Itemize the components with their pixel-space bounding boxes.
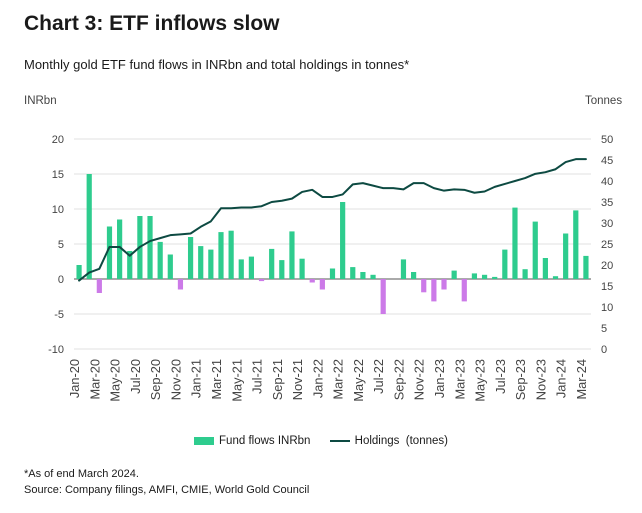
svg-text:15: 15 xyxy=(52,169,64,181)
svg-text:0: 0 xyxy=(601,344,607,356)
svg-text:May-23: May-23 xyxy=(473,359,488,402)
svg-text:May-21: May-21 xyxy=(229,359,244,402)
svg-text:May-20: May-20 xyxy=(108,359,123,402)
svg-text:Nov-23: Nov-23 xyxy=(533,359,548,400)
svg-text:Jul-22: Jul-22 xyxy=(371,359,386,394)
svg-text:-5: -5 xyxy=(54,309,64,321)
svg-text:Nov-20: Nov-20 xyxy=(168,359,183,400)
svg-text:45: 45 xyxy=(601,155,613,167)
svg-text:Nov-21: Nov-21 xyxy=(290,359,305,400)
svg-text:-10: -10 xyxy=(48,344,64,356)
svg-text:10: 10 xyxy=(52,204,64,216)
svg-text:Mar-23: Mar-23 xyxy=(452,359,467,400)
svg-text:Jan-23: Jan-23 xyxy=(432,359,447,398)
svg-text:Jan-20: Jan-20 xyxy=(67,359,82,398)
svg-text:35: 35 xyxy=(601,197,613,209)
svg-text:Mar-22: Mar-22 xyxy=(331,359,346,400)
svg-text:5: 5 xyxy=(601,323,607,335)
svg-text:Mar-20: Mar-20 xyxy=(87,359,102,400)
svg-text:10: 10 xyxy=(601,302,613,314)
svg-text:Sep-22: Sep-22 xyxy=(391,359,406,400)
svg-text:Sep-23: Sep-23 xyxy=(513,359,528,400)
svg-text:May-22: May-22 xyxy=(351,359,366,402)
svg-text:5: 5 xyxy=(58,239,64,251)
svg-text:50: 50 xyxy=(601,134,613,146)
svg-text:Sep-21: Sep-21 xyxy=(270,359,285,400)
svg-text:Jul-21: Jul-21 xyxy=(250,359,265,394)
svg-text:Mar-24: Mar-24 xyxy=(574,359,589,400)
svg-text:20: 20 xyxy=(52,134,64,146)
svg-text:40: 40 xyxy=(601,176,613,188)
svg-text:Jul-23: Jul-23 xyxy=(493,359,508,394)
svg-text:Jan-24: Jan-24 xyxy=(554,359,569,398)
svg-text:25: 25 xyxy=(601,239,613,251)
svg-text:Mar-21: Mar-21 xyxy=(209,359,224,400)
svg-text:30: 30 xyxy=(601,218,613,230)
svg-text:Jan-22: Jan-22 xyxy=(310,359,325,398)
svg-text:Jan-21: Jan-21 xyxy=(189,359,204,398)
svg-text:Nov-22: Nov-22 xyxy=(412,359,427,400)
svg-text:Sep-20: Sep-20 xyxy=(148,359,163,400)
svg-text:20: 20 xyxy=(601,260,613,272)
svg-text:0: 0 xyxy=(58,274,64,286)
svg-text:Jul-20: Jul-20 xyxy=(128,359,143,394)
svg-text:15: 15 xyxy=(601,281,613,293)
